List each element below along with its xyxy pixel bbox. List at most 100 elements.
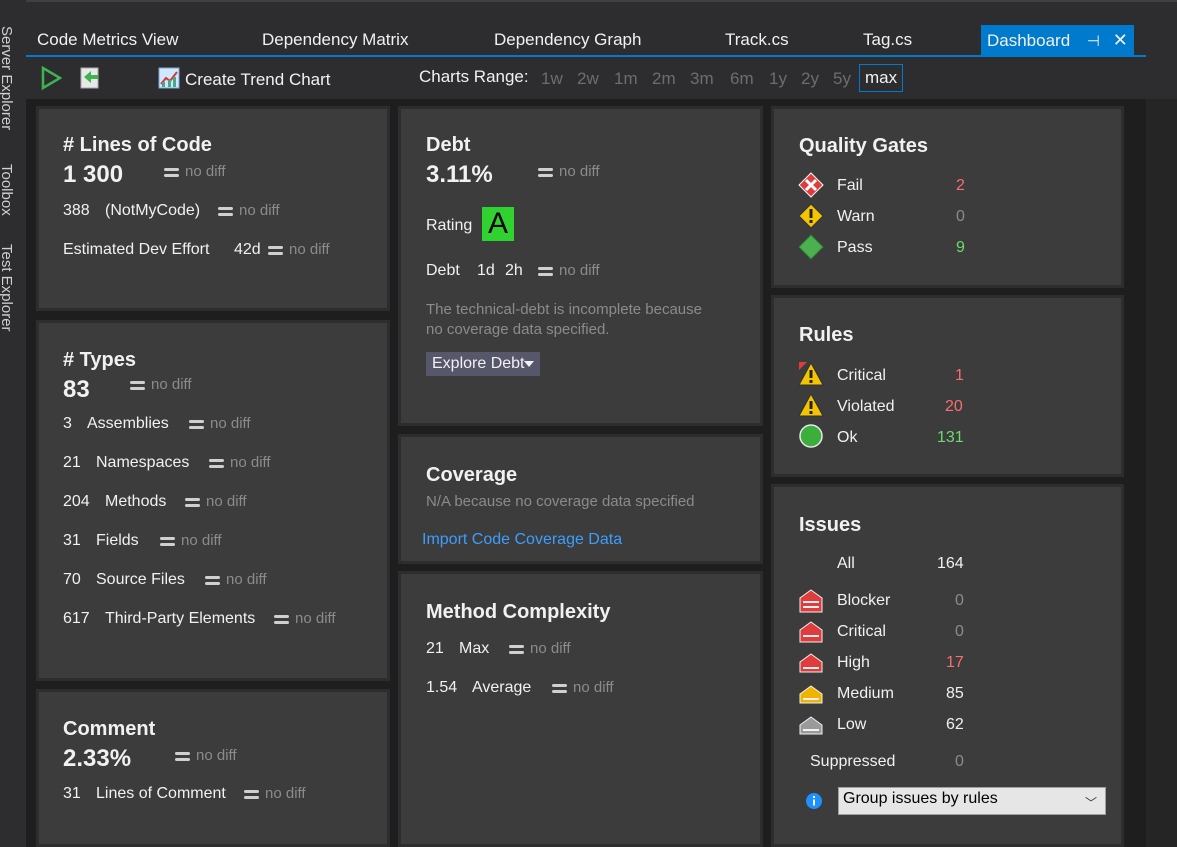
run-icon[interactable]: [40, 66, 62, 90]
quality-gates-panel: Quality Gates Fail 2 Warn 0 Pass 9: [771, 106, 1124, 288]
comment-lines-label: Lines of Comment: [96, 785, 226, 802]
source-files-label: Source Files: [96, 571, 185, 588]
range-1y[interactable]: 1y: [769, 69, 787, 88]
issues-critical-label: Critical: [837, 623, 886, 640]
no-diff-icon: [185, 497, 200, 508]
rules-violated-label: Violated: [837, 398, 895, 415]
tab-dashboard-label: Dashboard: [987, 31, 1071, 50]
method-complexity-panel: Method Complexity 21 Max no diff 1.54 Av…: [398, 571, 763, 847]
group-issues-select[interactable]: Group issues by rules ﹀: [838, 787, 1106, 815]
create-trend-chart-label: Create Trend Chart: [185, 70, 331, 89]
info-icon[interactable]: [805, 792, 823, 810]
no-diff-text: no diff: [151, 376, 192, 393]
no-diff-text: no diff: [559, 262, 600, 279]
no-diff-text: no diff: [289, 241, 330, 258]
issues-blocker-label: Blocker: [837, 592, 891, 609]
range-1w[interactable]: 1w: [541, 69, 563, 88]
debt-value: 3.11%: [426, 161, 493, 188]
no-diff-icon: [538, 167, 553, 178]
types-title: # Types: [63, 349, 136, 371]
create-trend-chart-button[interactable]: Create Trend Chart: [158, 67, 331, 90]
methods-diff: no diff: [185, 493, 247, 510]
comment-value: 2.33%: [63, 745, 132, 772]
comment-title: Comment: [63, 718, 156, 740]
no-diff-text: no diff: [206, 493, 247, 510]
tab-dependency-graph[interactable]: Dependency Graph: [494, 30, 642, 49]
rules-ok-value: 131: [937, 429, 964, 446]
rules-violated-value: 20: [945, 398, 963, 415]
fields-label: Fields: [96, 532, 139, 549]
issues-high-value: 17: [946, 654, 964, 671]
export-icon[interactable]: [77, 65, 103, 91]
import-coverage-link[interactable]: Import Code Coverage Data: [422, 531, 623, 548]
namespaces-count: 21: [63, 454, 81, 471]
no-diff-icon: [160, 536, 175, 547]
no-diff-text: no diff: [573, 679, 614, 696]
complexity-avg-label: Average: [472, 679, 532, 696]
tab-tag-cs[interactable]: Tag.cs: [863, 30, 913, 49]
issues-all-label: All: [837, 555, 855, 572]
issues-suppressed-label: Suppressed: [810, 753, 896, 770]
issues-low-label: Low: [837, 716, 867, 733]
range-5y[interactable]: 5y: [833, 69, 851, 88]
tab-dashboard[interactable]: Dashboard ⊣ ✕: [981, 25, 1134, 56]
no-diff-icon: [130, 380, 145, 391]
qg-warn-label: Warn: [837, 208, 875, 225]
coverage-panel: Coverage N/A because no coverage data sp…: [398, 434, 763, 564]
side-tab-server-explorer[interactable]: Server Explorer: [0, 26, 15, 131]
range-6m[interactable]: 6m: [730, 69, 754, 88]
issues-panel: Issues All 164 Blocker 0 Critical 0 High…: [771, 484, 1124, 847]
range-2m[interactable]: 2m: [652, 69, 676, 88]
tab-track-cs[interactable]: Track.cs: [725, 30, 789, 49]
no-diff-icon: [164, 167, 179, 178]
dashboard-toolbar: Create Trend Chart Charts Range: 1w 2w 1…: [26, 57, 1177, 99]
tab-dependency-matrix[interactable]: Dependency Matrix: [262, 30, 409, 49]
no-diff-icon: [268, 245, 283, 256]
side-tab-test-explorer[interactable]: Test Explorer: [0, 244, 15, 332]
explore-debt-label: Explore Debt: [432, 355, 525, 372]
comment-diff: no diff: [175, 747, 237, 764]
source-files-diff: no diff: [205, 571, 267, 588]
rules-ok-label: Ok: [837, 429, 858, 446]
issues-blocker-value: 0: [955, 592, 964, 609]
no-diff-text: no diff: [230, 454, 271, 471]
no-diff-text: no diff: [265, 785, 306, 802]
effort-label: Estimated Dev Effort: [63, 241, 210, 258]
qg-fail-value: 2: [956, 177, 965, 194]
debt-days: 1d: [477, 262, 495, 279]
no-diff-icon: [218, 206, 233, 217]
range-2y[interactable]: 2y: [801, 69, 819, 88]
loc-value: 1 300: [63, 161, 124, 188]
complexity-avg-diff: no diff: [552, 679, 614, 696]
document-tab-bar: Code Metrics View Dependency Matrix Depe…: [26, 0, 1177, 57]
rating-label: Rating: [426, 217, 473, 234]
high-severity-icon: [799, 653, 823, 673]
lines-of-code-panel: # Lines of Code 1 300 no diff 388 (NotMy…: [36, 106, 390, 311]
pin-icon[interactable]: ⊣: [1086, 33, 1100, 50]
range-3m[interactable]: 3m: [690, 69, 714, 88]
range-2w[interactable]: 2w: [577, 69, 599, 88]
range-1m[interactable]: 1m: [614, 69, 638, 88]
effort-diff: no diff: [268, 241, 330, 258]
quality-gates-title: Quality Gates: [799, 135, 928, 157]
assemblies-count: 3: [63, 415, 72, 432]
rules-critical-value: 1: [955, 367, 964, 384]
source-files-count: 70: [63, 571, 81, 588]
side-tab-toolbox[interactable]: Toolbox: [0, 164, 15, 216]
debt-title: Debt: [426, 134, 471, 156]
methods-count: 204: [63, 493, 90, 510]
no-diff-text: no diff: [196, 747, 237, 764]
issues-critical-value: 0: [955, 623, 964, 640]
close-icon[interactable]: ✕: [1112, 30, 1128, 50]
tab-bar-top-border: [26, 0, 1177, 2]
issues-all-value: 164: [937, 555, 964, 572]
fields-diff: no diff: [160, 532, 222, 549]
complexity-max-diff: no diff: [509, 640, 571, 657]
third-party-count: 617: [63, 610, 90, 627]
range-max[interactable]: max: [859, 64, 904, 92]
active-tab-underline: [26, 55, 1146, 57]
tab-code-metrics-view[interactable]: Code Metrics View: [37, 30, 179, 49]
loc-diff: no diff: [164, 163, 226, 180]
qg-pass-label: Pass: [837, 239, 873, 256]
explore-debt-dropdown[interactable]: Explore Debt: [426, 352, 540, 376]
